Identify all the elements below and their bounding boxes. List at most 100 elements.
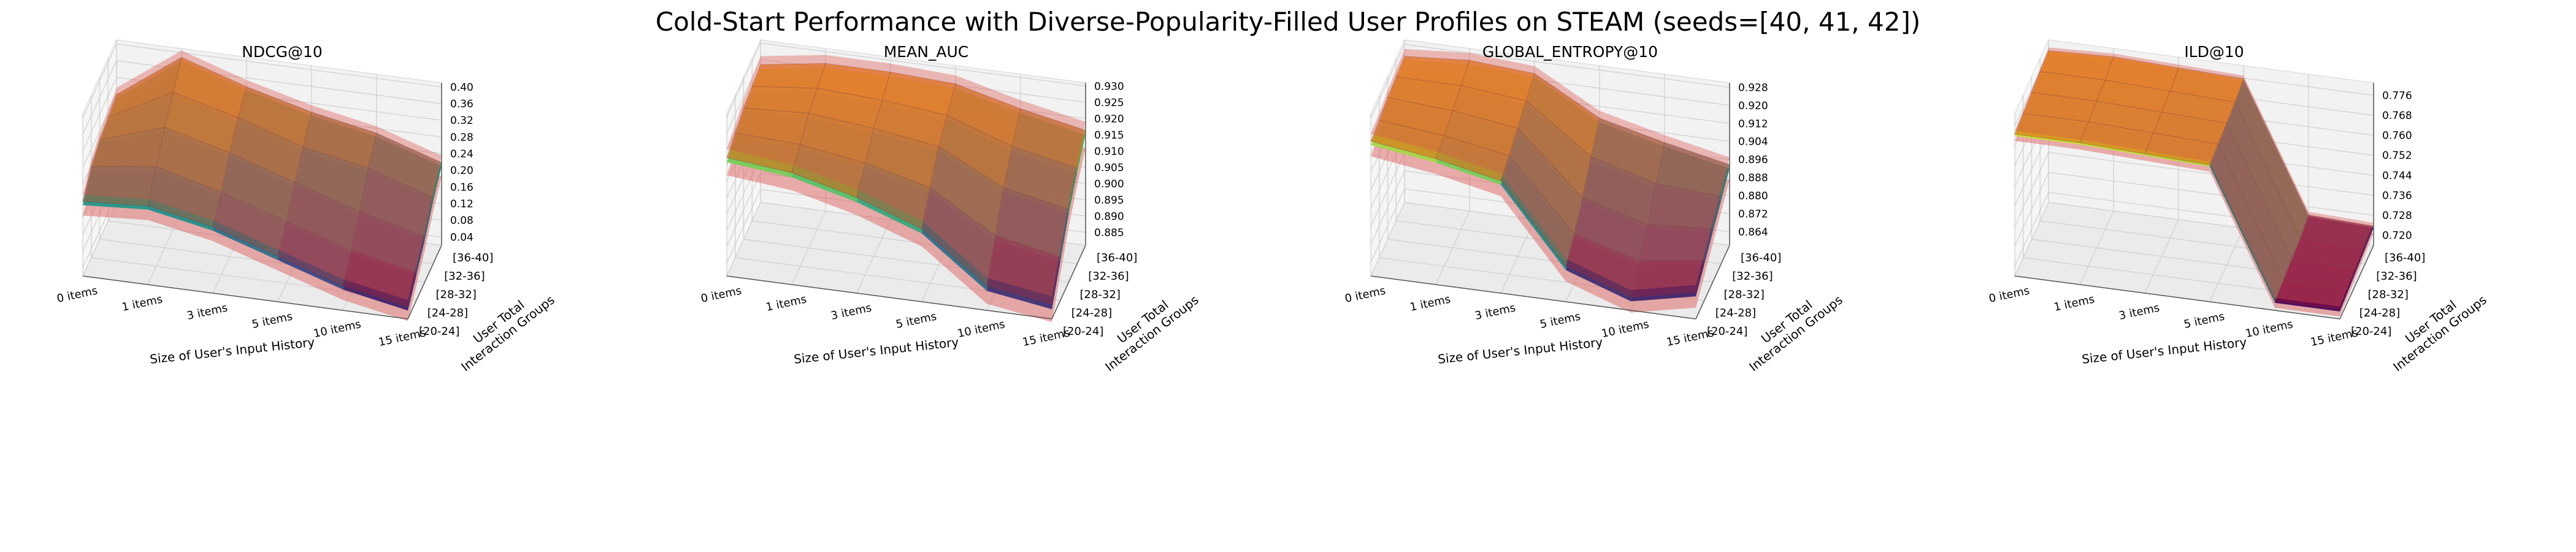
z-tick-label: 0.04 — [450, 231, 473, 243]
ci-upper-cell — [817, 55, 891, 92]
subplot-2: MEAN_AUC 0 items 1 items 3 items 5 items 10 i… — [700, 39, 1202, 374]
z-tick-label: 0.920 — [1738, 100, 1768, 112]
y-tick-label: [32-36] — [444, 270, 485, 283]
y-tick-label: [32-36] — [2376, 270, 2417, 283]
ci-upper-cell — [1656, 135, 1730, 190]
ci-upper-cell — [2218, 120, 2292, 277]
ci-upper-cell — [1371, 113, 1444, 151]
ci-upper-cell — [1509, 121, 1583, 227]
z-tick-label: 0.885 — [1094, 227, 1124, 239]
z-tick-label: 0.32 — [450, 115, 473, 127]
x-tick-label: 1 items — [121, 293, 164, 314]
ci-upper-cell — [2210, 140, 2283, 298]
ci-upper-cell — [303, 105, 377, 162]
x-tick-label: 0 items — [1344, 284, 1387, 305]
ci-upper-cell — [1436, 128, 1509, 174]
ci-upper-cell — [1631, 253, 1704, 290]
ci-upper-cell — [229, 110, 304, 175]
ci-upper-cell — [1501, 148, 1574, 259]
y-axis-line — [2339, 245, 2374, 320]
y-tick-label: [28-32] — [436, 288, 477, 301]
ci-upper-cell — [752, 55, 826, 80]
z-tick-label: 0.912 — [1738, 118, 1768, 130]
ci-upper-cell — [2105, 53, 2179, 88]
y-axis-line — [1695, 245, 1730, 320]
ci-upper-cell — [91, 120, 165, 160]
ci-upper-cell — [930, 138, 1004, 227]
ci-upper-cell — [2031, 68, 2106, 98]
ci-upper-cell — [800, 104, 874, 155]
y-tick-label: [20-24] — [1707, 325, 1747, 338]
z-tick-label: 0.768 — [2382, 110, 2412, 122]
ci-upper-cell — [2291, 235, 2366, 265]
x-tick-label: 0 items — [700, 284, 743, 305]
z-tick-label: 0.776 — [2382, 90, 2412, 102]
ci-upper-cell — [922, 179, 995, 278]
x-tick-label: 10 items — [1600, 318, 1650, 340]
ci-upper-cell — [1647, 176, 1722, 221]
y-axis-line — [407, 245, 442, 320]
ci-upper-cell — [2096, 77, 2171, 109]
ci-upper-cell — [1387, 69, 1462, 104]
y-tick-label: [36-40] — [453, 251, 493, 264]
x-axis-label: Size of User's Input History — [793, 335, 959, 367]
subplot-title: MEAN_AUC — [884, 43, 969, 61]
z-tick-label: 0.28 — [450, 131, 473, 144]
x-axis-line — [2014, 275, 2340, 320]
ci-upper-cell — [2226, 99, 2301, 256]
z-tick-label: 0.925 — [1094, 97, 1124, 109]
y-tick-label: [20-24] — [2351, 325, 2391, 338]
ci-upper-cell — [2023, 89, 2097, 119]
x-axis-label: Size of User's Input History — [149, 335, 315, 367]
y-tick-label: [36-40] — [2385, 251, 2425, 264]
ci-upper-cell — [2275, 277, 2348, 307]
ci-upper-cell — [735, 99, 809, 136]
x-axis-line — [1370, 275, 1696, 320]
z-tick-label: 0.880 — [1738, 190, 1768, 202]
subplot-3: GLOBAL_ENTROPY@10 0 items 1 items 3 items 5 … — [1344, 39, 1846, 374]
mean-surface-cell — [342, 250, 417, 308]
subplot-title: NDCG@10 — [242, 43, 323, 61]
y-tick-label: [20-24] — [419, 325, 459, 338]
z-tick-label: 0.910 — [1094, 145, 1124, 158]
z-tick-label: 0.12 — [450, 198, 473, 210]
z-tick-label: 0.864 — [1738, 226, 1768, 239]
ci-upper-cell — [1396, 48, 1470, 79]
mean-surface-cell — [359, 167, 434, 237]
ci-upper-cell — [1574, 190, 1648, 254]
ci-upper-cell — [368, 126, 442, 191]
figure-title: Cold-Start Performance with Diverse-Popu… — [656, 7, 1920, 37]
y-tick-label: [24-28] — [427, 307, 468, 320]
ci-upper-cell — [2153, 109, 2227, 141]
ci-upper-cell — [1452, 78, 1527, 121]
z-tick-label: 0.895 — [1094, 194, 1124, 207]
ci-upper-cell — [857, 154, 930, 221]
y-axis-line — [1051, 245, 1086, 320]
x-axis-line — [82, 275, 408, 320]
ci-upper-cell — [156, 120, 230, 185]
mean-surface-cell — [2283, 259, 2358, 289]
x-tick-label: 10 items — [312, 318, 362, 340]
z-tick-label: 0.24 — [450, 148, 473, 161]
x-tick-label: 0 items — [1988, 284, 2031, 305]
surface-layers — [1370, 48, 1730, 313]
x-tick-label: 3 items — [1474, 301, 1517, 323]
ci-upper-cell — [359, 161, 434, 231]
z-tick-label: 0.905 — [1094, 162, 1124, 174]
ci-upper-cell — [2088, 98, 2162, 130]
ci-upper-cell — [221, 145, 295, 215]
z-tick-label: 0.16 — [450, 182, 473, 194]
y-tick-label: [36-40] — [1097, 251, 1137, 264]
z-tick-label: 0.890 — [1094, 210, 1124, 223]
y-tick-label: [36-40] — [1741, 251, 1781, 264]
x-tick-label: 5 items — [2183, 310, 2226, 331]
ci-upper-cell — [1379, 90, 1453, 129]
ci-upper-cell — [938, 107, 1013, 180]
x-tick-label: 3 items — [186, 301, 229, 323]
y-tick-label: [28-32] — [2368, 288, 2409, 301]
ci-upper-cell — [2161, 88, 2236, 120]
ci-upper-cell — [947, 75, 1021, 139]
ci-upper-cell — [1444, 103, 1518, 148]
x-tick-label: 3 items — [830, 301, 873, 323]
